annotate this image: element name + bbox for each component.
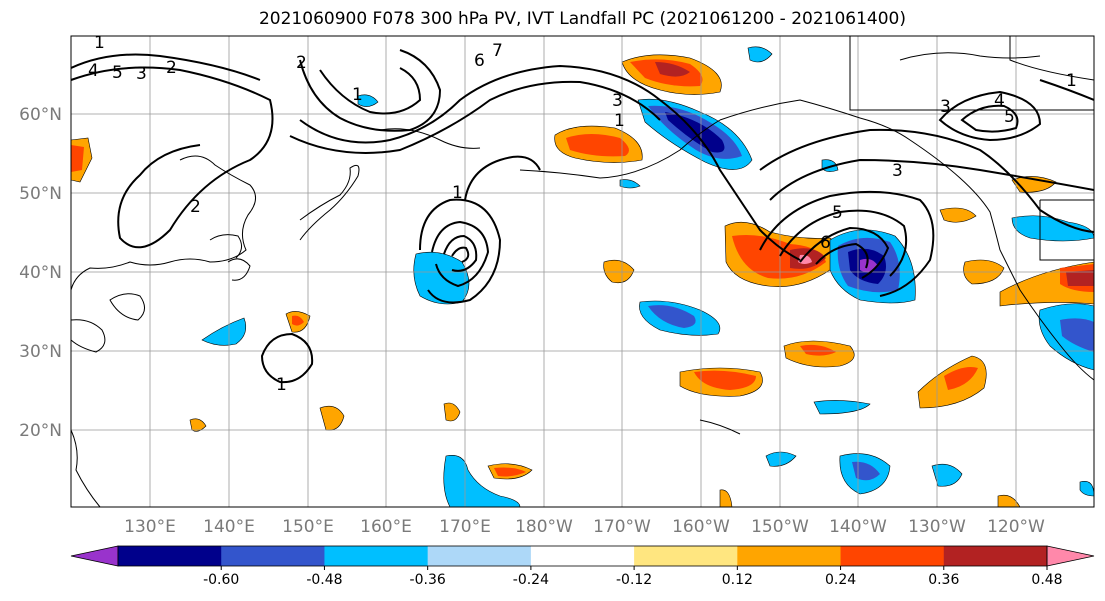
contour-label: 3 <box>892 161 903 181</box>
lat-label: 60°N <box>19 105 62 125</box>
colorbar-swatch <box>118 546 222 566</box>
colorbar-tick-label: -0.60 <box>203 572 239 588</box>
contour-label: 3 <box>136 64 147 84</box>
contour-label: 4 <box>994 91 1005 111</box>
contour-label: 5 <box>112 63 123 83</box>
colorbar-swatch <box>530 546 635 566</box>
colorbar-tick-label: 0.48 <box>1031 572 1062 588</box>
graticule <box>71 36 1094 507</box>
colorbar: -0.60 -0.48 -0.36 -0.24 -0.12 0.12 0.24 0.36 0.4… <box>70 545 1095 588</box>
colorbar-swatch <box>427 546 532 566</box>
lon-label: 130°W <box>908 517 966 537</box>
contour-label: 3 <box>940 97 951 117</box>
latitude-axis: 60°N 50°N 40°N 30°N 20°N <box>19 105 62 441</box>
contour-label: 1 <box>94 33 105 53</box>
coastlines <box>71 36 1094 507</box>
lon-label: 150°W <box>751 517 809 537</box>
lat-label: 50°N <box>19 184 62 204</box>
colorbar-tick-label: -0.48 <box>306 572 342 588</box>
contour-label: 7 <box>492 41 503 61</box>
contour-label: 3 <box>612 91 623 111</box>
contour-label: 1 <box>614 111 625 131</box>
lat-label: 30°N <box>19 342 62 362</box>
lon-label: 170°W <box>593 517 651 537</box>
contour-label: 1 <box>1066 71 1077 91</box>
colorbar-tick-label: 0.36 <box>928 572 959 588</box>
lon-label: 160°W <box>672 517 730 537</box>
pv-contours <box>71 49 1094 384</box>
colorbar-swatch <box>324 546 429 566</box>
lon-label: 120°W <box>987 517 1045 537</box>
colorbar-swatch <box>943 546 1048 566</box>
colorbar-extend-min <box>70 545 119 567</box>
contour-label: 6 <box>820 233 831 253</box>
shaded-anomalies <box>71 46 1094 507</box>
lat-label: 40°N <box>19 263 62 283</box>
colorbar-tick-label: 0.24 <box>825 572 856 588</box>
contour-labels: 1 4 5 3 2 2 2 1 7 6 1 3 1 3 5 6 3 4 5 1 … <box>88 33 1077 395</box>
contour-label: 1 <box>276 375 287 395</box>
lon-label: 150°E <box>282 517 334 537</box>
contour-label: 2 <box>166 58 177 78</box>
contour-label: 5 <box>832 203 843 223</box>
lon-label: 180°W <box>515 517 573 537</box>
contour-label: 6 <box>474 51 485 71</box>
figure-title: 2021060900 F078 300 hPa PV, IVT Landfall… <box>258 9 906 29</box>
longitude-axis: 130°E 140°E 150°E 160°E 170°E 180°W 170°… <box>124 517 1045 537</box>
lon-label: 140°E <box>203 517 255 537</box>
lon-label: 140°W <box>829 517 887 537</box>
lon-label: 130°E <box>124 517 176 537</box>
colorbar-extend-max <box>1046 545 1095 567</box>
contour-label: 1 <box>452 183 463 203</box>
colorbar-swatch <box>737 546 842 566</box>
lon-label: 170°E <box>439 517 491 537</box>
contour-label: 1 <box>352 85 363 105</box>
colorbar-swatch <box>840 546 945 566</box>
colorbar-tick-label: -0.36 <box>410 572 446 588</box>
contour-label: 2 <box>190 197 201 217</box>
colorbar-swatch <box>221 546 325 566</box>
colorbar-tick-label: 0.12 <box>722 572 753 588</box>
colorbar-swatch <box>634 546 738 566</box>
contour-label: 2 <box>296 53 307 73</box>
colorbar-tick-label: -0.24 <box>513 572 549 588</box>
contour-label: 5 <box>1004 107 1015 127</box>
lat-label: 20°N <box>19 421 62 441</box>
lon-label: 160°E <box>360 517 412 537</box>
map-frame <box>70 35 1095 508</box>
contour-label: 4 <box>88 61 99 81</box>
map-area: 1 4 5 3 2 2 2 1 7 6 1 3 1 3 5 6 3 4 5 1 … <box>71 33 1094 507</box>
colorbar-tick-label: -0.12 <box>616 572 652 588</box>
